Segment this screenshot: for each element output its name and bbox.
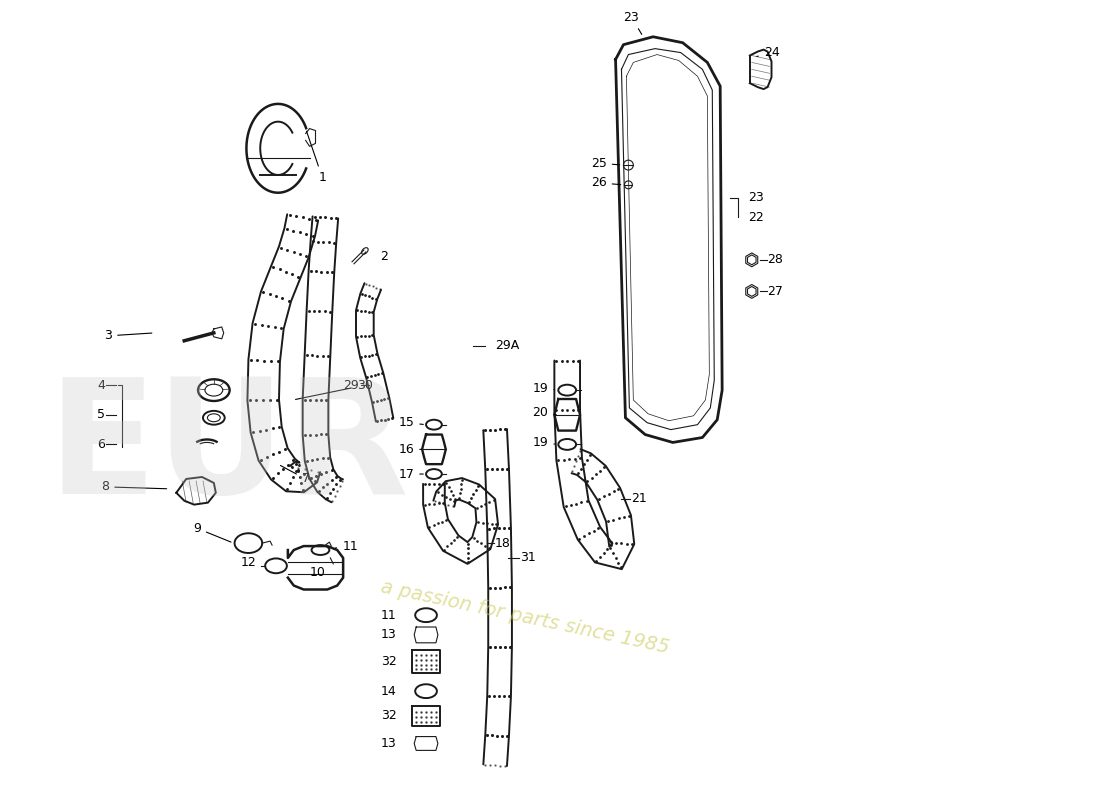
Text: 31: 31 — [520, 551, 536, 565]
Text: 11: 11 — [336, 539, 358, 553]
Text: 5: 5 — [97, 408, 106, 422]
Text: 23: 23 — [624, 10, 641, 34]
Text: 29A: 29A — [495, 339, 519, 352]
Text: 15: 15 — [398, 416, 424, 430]
Text: 10: 10 — [309, 566, 326, 579]
Text: 19: 19 — [532, 436, 554, 449]
Text: 3: 3 — [104, 330, 152, 342]
Text: 11: 11 — [381, 609, 396, 622]
Text: 29: 29 — [343, 378, 359, 392]
Text: 30: 30 — [296, 378, 373, 399]
Text: 32: 32 — [381, 710, 396, 722]
Text: 27: 27 — [768, 285, 783, 298]
Text: 2: 2 — [379, 250, 387, 263]
Text: 23: 23 — [748, 191, 763, 204]
Text: 17: 17 — [398, 467, 424, 481]
Text: 16: 16 — [398, 443, 421, 456]
Text: 4: 4 — [98, 378, 106, 392]
Text: 20: 20 — [532, 406, 557, 419]
Text: EUR: EUR — [47, 372, 409, 527]
Text: 13: 13 — [381, 629, 396, 642]
Text: 32: 32 — [381, 655, 396, 668]
Text: 21: 21 — [631, 492, 647, 506]
Text: 8: 8 — [101, 480, 166, 494]
Text: 28: 28 — [768, 254, 783, 266]
Text: 19: 19 — [532, 382, 554, 394]
Text: 25: 25 — [591, 157, 619, 170]
Text: 7: 7 — [280, 466, 309, 486]
Text: 13: 13 — [381, 737, 396, 750]
Text: 22: 22 — [748, 211, 763, 224]
Text: 18: 18 — [495, 537, 512, 550]
Text: 9: 9 — [194, 522, 231, 542]
Text: 6: 6 — [98, 438, 106, 451]
Text: 24: 24 — [757, 46, 780, 59]
Text: 1: 1 — [307, 131, 327, 185]
Text: 14: 14 — [381, 685, 396, 698]
Text: 12: 12 — [241, 556, 256, 570]
Text: a passion for parts since 1985: a passion for parts since 1985 — [378, 578, 671, 657]
Text: 26: 26 — [591, 176, 620, 190]
